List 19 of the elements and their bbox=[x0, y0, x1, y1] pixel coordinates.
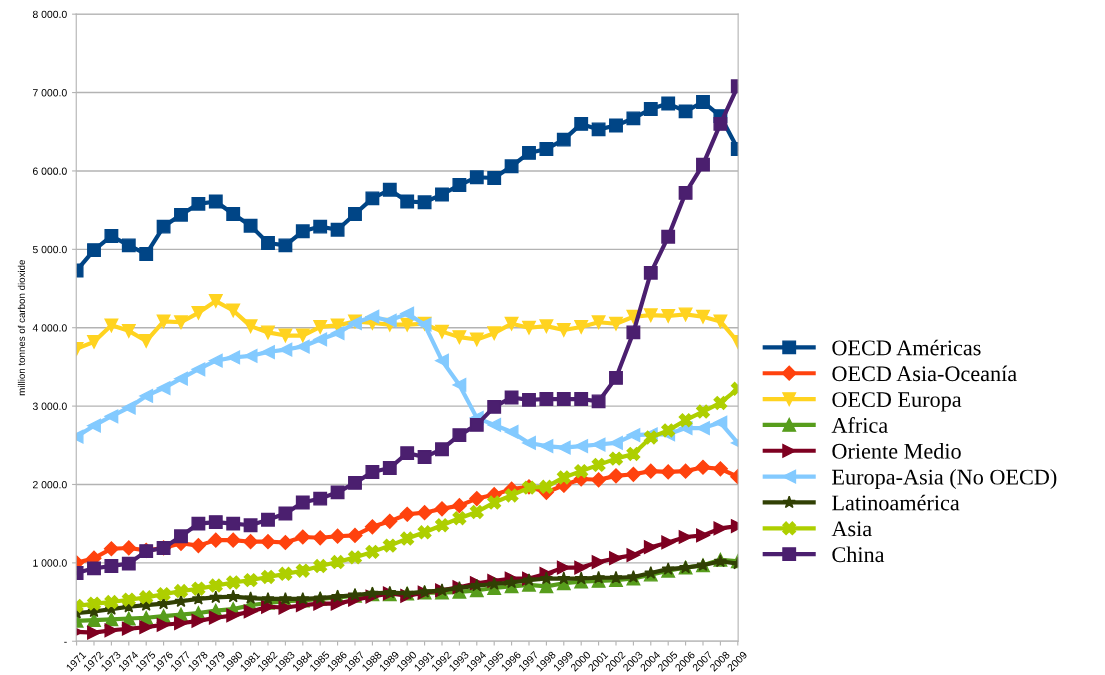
legend-label: Oriente Medio bbox=[832, 443, 961, 459]
y-tick-label: 2 000.0 bbox=[32, 480, 67, 489]
legend-label: China bbox=[832, 546, 885, 563]
y-tick-label: 6 000.0 bbox=[33, 167, 67, 175]
legend-label: Africa bbox=[831, 417, 888, 433]
y-tick-label: 4 000.0 bbox=[32, 324, 67, 332]
legend-label: Latinoamérica bbox=[832, 494, 960, 511]
legend-label: OECD Américas bbox=[832, 339, 981, 356]
y-tick-label: 7 000.0 bbox=[33, 89, 67, 97]
y-tick-label: 8 000.0 bbox=[32, 10, 67, 19]
legend-label: Asia bbox=[831, 521, 872, 537]
y-tick-label: 5 000.0 bbox=[32, 245, 67, 254]
y-tick-label: - bbox=[64, 641, 67, 643]
legend-label: OECD Asia-Oceanía bbox=[832, 365, 1017, 382]
legend-label: Europa-Asia (No OECD) bbox=[832, 468, 1057, 490]
legend-label: OECD Europa bbox=[832, 392, 962, 412]
y-axis-title: million tonnes of carbon dioxide bbox=[17, 260, 25, 396]
y-tick-label: 3 000.0 bbox=[32, 402, 67, 410]
y-tick-label: 1 000.0 bbox=[33, 559, 67, 567]
